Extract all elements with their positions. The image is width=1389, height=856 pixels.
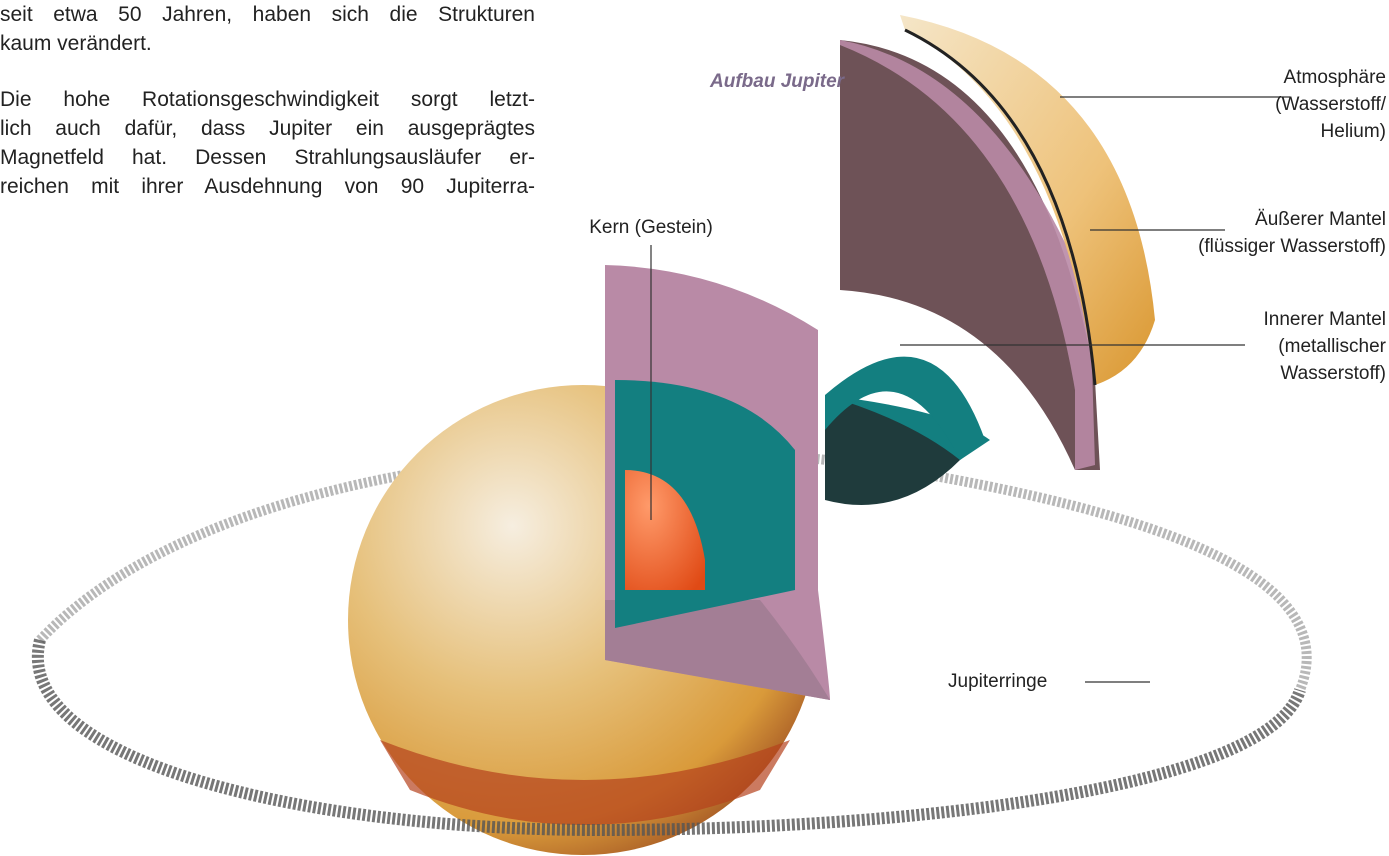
layer-label: Atmosphäre: [1284, 67, 1386, 88]
text-line: Die hohe Rotationsgeschwindigkeit sorgt …: [0, 88, 535, 111]
layer-label: Jupiterringe: [948, 671, 1047, 692]
layer-label: Äußerer Mantel: [1255, 209, 1386, 230]
text-line: seit etwa 50 Jahren, haben sich die Stru…: [0, 3, 535, 26]
layer-label: Innerer Mantel: [1263, 309, 1386, 330]
text-line: reichen mit ihrer Ausdehnung von 90 Jupi…: [0, 175, 535, 198]
exploded-layers: [825, 15, 1155, 505]
layer-label: (flüssiger Wasserstoff): [1198, 236, 1386, 257]
text-line: lich auch dafür, dass Jupiter ein ausgep…: [0, 117, 535, 140]
planet: [348, 265, 830, 855]
layer-label: Wasserstoff): [1280, 363, 1386, 384]
layer-label: Kern (Gestein): [589, 217, 713, 238]
ring-back: [36, 446, 1312, 692]
layer-label: (Wasserstoff/: [1275, 94, 1387, 115]
text-line: kaum verändert.: [0, 32, 152, 55]
layer-label: Helium): [1321, 121, 1386, 142]
figure-title: Aufbau Jupiter: [709, 71, 846, 92]
labels: Atmosphäre (Wasserstoff/Helium) Äußerer Ma…: [589, 67, 1386, 692]
text-line: Magnetfeld hat. Dessen Strahlungsausläuf…: [0, 146, 535, 169]
layer-label: (metallischer: [1278, 336, 1386, 357]
ring-front: [31, 638, 1306, 837]
